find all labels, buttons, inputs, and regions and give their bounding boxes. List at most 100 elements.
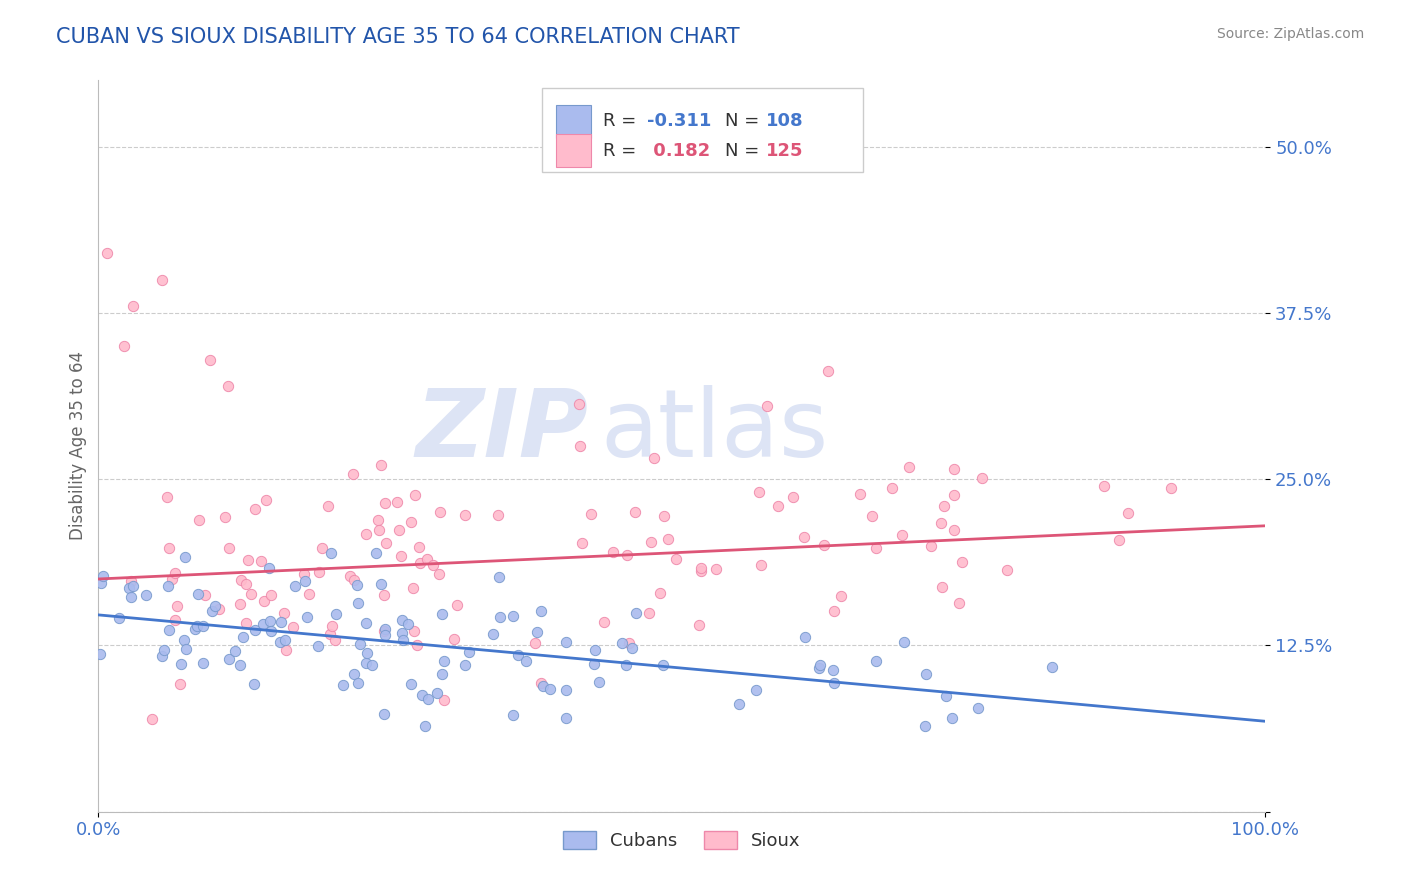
Point (399, 677, 422, 691)
Point (582, 657, 605, 672)
Point (748, 485, 770, 500)
Point (579, 507, 602, 521)
Point (96, 246, 118, 260)
Point (652, 508, 675, 523)
Point (619, 636, 641, 650)
Point (91, 569, 114, 583)
Point (343, 573, 366, 587)
Point (236, 552, 259, 566)
Point (430, 607, 453, 621)
Point (169, 677, 191, 691)
Point (422, 558, 444, 573)
Point (915, 667, 938, 681)
Point (430, 667, 453, 681)
Point (157, 579, 180, 593)
Point (415, 719, 437, 733)
Text: R =: R = (603, 142, 641, 160)
Point (235, 615, 257, 630)
Point (122, 299, 145, 313)
Point (243, 623, 266, 637)
Legend: Cubans, Sioux: Cubans, Sioux (555, 823, 808, 857)
Point (429, 505, 451, 519)
Point (343, 667, 366, 681)
Point (817, 364, 839, 378)
Point (821, 663, 844, 677)
Point (728, 698, 751, 712)
Point (165, 566, 187, 581)
Point (373, 706, 395, 721)
Point (373, 624, 395, 638)
Point (150, 273, 173, 287)
Point (489, 609, 512, 624)
Point (229, 598, 252, 612)
Point (626, 606, 648, 620)
Point (283, 620, 305, 634)
Point (614, 658, 637, 673)
Point (640, 535, 662, 549)
Point (89, 647, 111, 661)
Point (890, 528, 912, 542)
Point (416, 692, 439, 706)
Point (214, 509, 236, 524)
Point (454, 508, 477, 523)
Point (643, 450, 665, 465)
Point (602, 545, 624, 559)
Point (294, 574, 316, 589)
Point (374, 536, 396, 550)
Point (187, 586, 209, 600)
Point (347, 596, 370, 610)
Point (524, 636, 547, 650)
Point (232, 630, 254, 644)
Text: Source: ZipAtlas.com: Source: ZipAtlas.com (1216, 27, 1364, 41)
Point (942, 523, 965, 537)
Point (568, 439, 591, 453)
Point (588, 675, 610, 690)
Point (411, 688, 433, 702)
Point (458, 645, 481, 659)
Point (612, 636, 634, 650)
Point (408, 541, 430, 555)
Point (1108, 533, 1130, 547)
Point (354, 527, 377, 541)
Point (433, 654, 456, 668)
Point (112, 339, 135, 353)
Point (865, 541, 887, 556)
Point (183, 622, 205, 636)
Point (354, 615, 377, 630)
Point (368, 524, 391, 538)
Point (408, 556, 430, 570)
Point (218, 541, 240, 555)
Point (342, 467, 364, 481)
Point (624, 505, 647, 519)
Point (391, 613, 413, 627)
Point (583, 643, 606, 657)
Point (755, 399, 778, 413)
Point (298, 587, 321, 601)
Point (276, 642, 298, 657)
Point (502, 708, 524, 723)
Point (174, 642, 197, 657)
Point (229, 657, 252, 672)
Point (370, 577, 392, 591)
Point (950, 555, 973, 569)
Point (254, 492, 277, 507)
Point (316, 499, 339, 513)
Point (217, 379, 239, 393)
Point (204, 599, 226, 614)
Point (533, 679, 555, 693)
Point (704, 562, 727, 576)
Point (120, 590, 142, 604)
Point (1092, 479, 1115, 493)
Point (453, 657, 475, 672)
Point (356, 646, 378, 660)
Point (506, 648, 529, 662)
Point (808, 661, 831, 675)
Point (259, 615, 281, 629)
Point (153, 643, 176, 657)
Text: 108: 108 (766, 112, 804, 130)
Point (426, 686, 449, 700)
Point (530, 676, 553, 690)
Point (486, 508, 509, 522)
Point (860, 509, 883, 524)
Point (941, 710, 963, 724)
